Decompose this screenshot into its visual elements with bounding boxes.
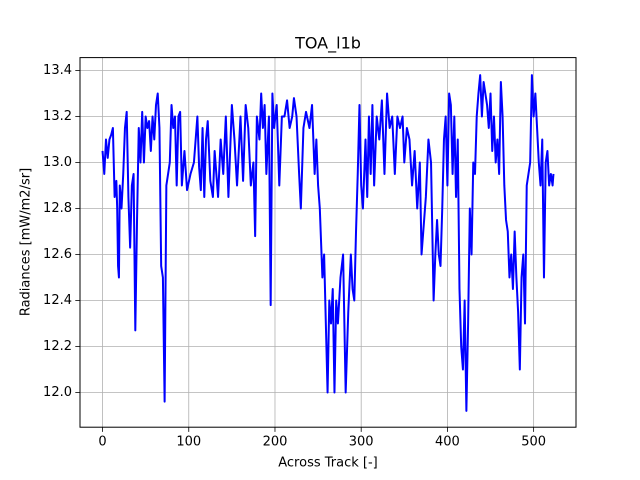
y-tick-label: 12.8 <box>43 201 72 216</box>
y-tick-label: 13.2 <box>43 109 72 124</box>
ticks: 0 100 200 300 400 500 12.0 12.2 12.4 12.6 12.8 13.0… <box>43 63 546 450</box>
x-tick-label: 200 <box>263 435 288 450</box>
y-tick-label: 12.2 <box>43 339 72 354</box>
y-tick-label: 12.0 <box>43 385 72 400</box>
y-tick-label: 12.4 <box>43 293 72 308</box>
x-tick-label: 300 <box>349 435 374 450</box>
axes-frame <box>79 57 577 428</box>
y-axis-label: Radiances [mW/m2/sr] <box>19 168 34 316</box>
x-axis-label: Across Track [-] <box>278 456 378 471</box>
x-tick-label: 500 <box>521 435 546 450</box>
x-tick-label: 400 <box>435 435 460 450</box>
data-line <box>101 74 555 412</box>
plot <box>101 74 555 412</box>
x-tick-label: 100 <box>176 435 201 450</box>
x-tick-label: 0 <box>98 435 106 450</box>
y-tick-label: 13.0 <box>43 155 72 170</box>
y-tick-label: 13.4 <box>43 63 72 78</box>
chart-title: TOA_l1b <box>294 34 361 54</box>
y-tick-label: 12.6 <box>43 247 72 262</box>
